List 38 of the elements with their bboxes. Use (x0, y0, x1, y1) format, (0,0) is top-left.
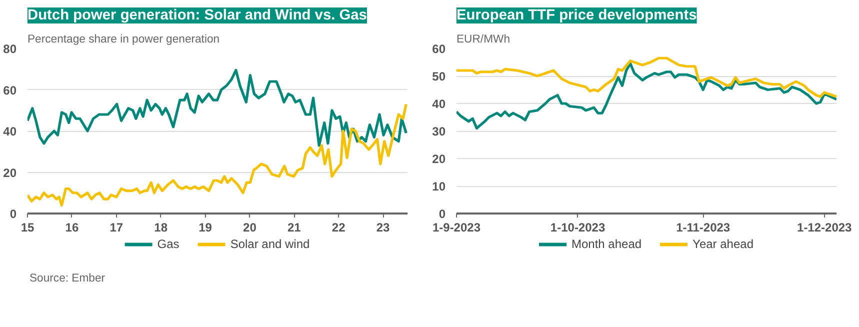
chart-title: Dutch power generation: Solar and Wind vs. Gas (28, 8, 367, 24)
line-series (28, 68, 408, 147)
x-tick-label: 19 (198, 220, 212, 234)
x-tick-label: 16 (65, 220, 79, 234)
x-tick-label: 1-9-2023 (432, 220, 481, 234)
y-tick-label: 60 (432, 42, 446, 56)
chart-subtitle: Percentage share in power generation (28, 34, 220, 46)
source-note: Source: Ember (30, 272, 106, 284)
y-tick-label: 60 (3, 83, 17, 98)
legend-label: Year ahead (692, 237, 754, 251)
x-tick-label: 1-12-2023 (797, 220, 852, 234)
x-tick-label: 23 (376, 220, 390, 234)
y-tick-label: 40 (3, 124, 17, 138)
line-series (28, 102, 408, 207)
y-tick-label: 40 (432, 97, 446, 111)
chart-subtitle: EUR/MWh (456, 34, 510, 46)
line-series (456, 62, 836, 130)
legend-label: Solar and wind (230, 237, 310, 251)
x-tick-label: 17 (110, 220, 124, 234)
x-tick-label: 21 (287, 220, 302, 234)
x-tick-label: 1-10-2023 (550, 220, 606, 234)
y-tick-label: 0 (10, 207, 17, 221)
y-tick-label: 0 (438, 207, 446, 221)
y-tick-label: 10 (432, 180, 446, 194)
x-tick-label: 18 (154, 220, 168, 234)
y-tick-label: 50 (432, 70, 446, 84)
chart-title: European TTF price developments (456, 8, 697, 24)
line-series (456, 56, 836, 98)
x-tick-label: 22 (332, 220, 346, 234)
y-tick-label: 20 (3, 166, 17, 180)
y-tick-label: 80 (3, 42, 17, 56)
y-tick-label: 20 (432, 152, 446, 166)
legend-label: Month ahead (571, 237, 642, 251)
legend-label: Gas (157, 237, 180, 251)
x-tick-label: 20 (243, 220, 257, 234)
x-tick-label: 15 (20, 220, 34, 234)
x-tick-label: 1-11-2023 (676, 220, 730, 234)
y-tick-label: 30 (432, 124, 446, 138)
